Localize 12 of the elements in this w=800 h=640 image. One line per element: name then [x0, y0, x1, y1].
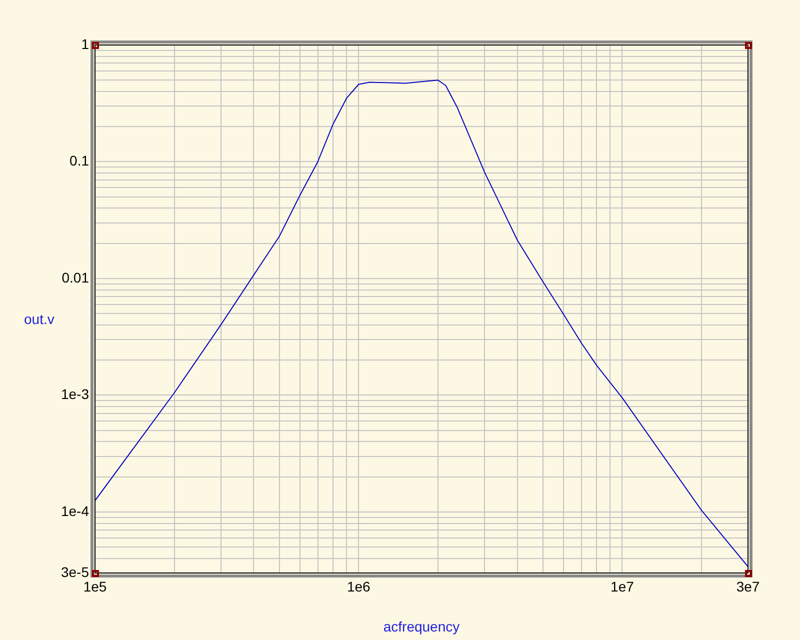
y-tick-label: 1 — [81, 36, 90, 52]
y-tick-label: 1e-3 — [60, 386, 90, 402]
y-tick-label: 1e-4 — [60, 502, 90, 519]
y-tick-label: 0.01 — [62, 269, 90, 286]
x-axis-title: acfrequency — [383, 618, 460, 634]
y-tick-label: 3e-5 — [60, 564, 90, 580]
x-tick-label: 1e6 — [346, 578, 371, 594]
y-axis-title: out.v — [24, 311, 54, 327]
y-tick-label: 0.1 — [70, 152, 90, 169]
x-tick-label: 3e7 — [736, 578, 760, 594]
x-tick-label: 1e5 — [83, 578, 107, 594]
x-tick-label: 1e7 — [610, 578, 634, 594]
